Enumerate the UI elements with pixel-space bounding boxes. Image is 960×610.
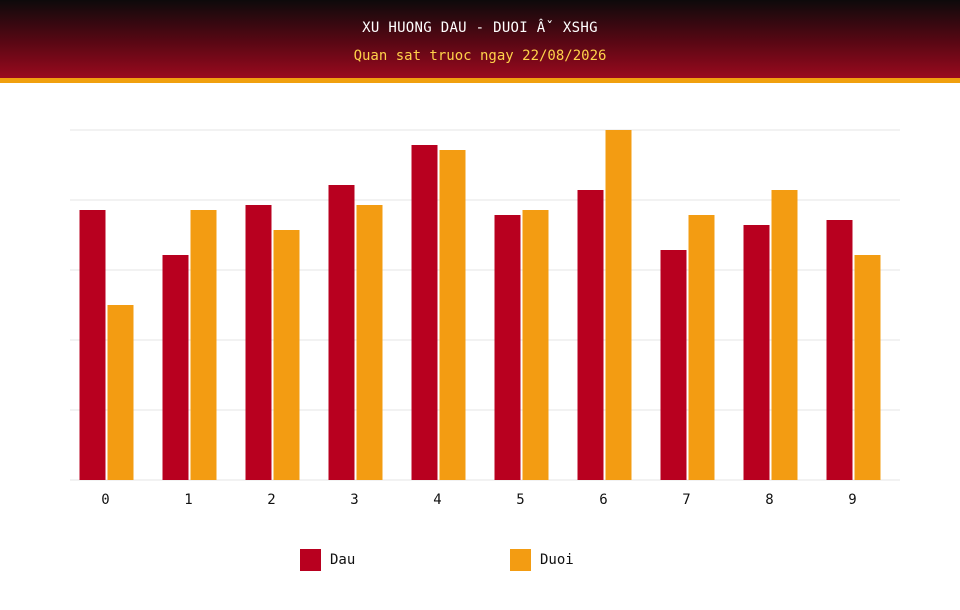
bar-dau-0[interactable]: [79, 210, 106, 480]
x-tick-label: 5: [516, 492, 524, 508]
legend-label-duoi: Duoi: [540, 552, 574, 568]
bar-chart: 0 1 2 3 4 5 6 7 8 9: [70, 129, 900, 508]
bar-dau-5[interactable]: [494, 215, 521, 480]
chart-legend: Dau Duoi: [0, 549, 960, 573]
bar-duoi-0[interactable]: [107, 305, 134, 480]
bar-dau-7[interactable]: [660, 250, 687, 480]
x-tick-label: 6: [599, 492, 607, 508]
bar-duoi-1[interactable]: [190, 210, 217, 480]
chart-subtitle: Quan sat truoc ngay 22/08/2026: [353, 48, 607, 64]
bar-duoi-4[interactable]: [439, 150, 466, 480]
x-tick-label: 2: [267, 492, 275, 508]
x-tick-label: 4: [433, 492, 441, 508]
bar-duoi-6[interactable]: [605, 130, 632, 480]
bar-dau-4[interactable]: [411, 145, 438, 480]
x-tick-label: 0: [101, 492, 109, 508]
bar-dau-1[interactable]: [162, 255, 189, 480]
x-tick-label: 1: [184, 492, 192, 508]
chart-header: XU HUONG DAU - DUOI Âˇ XSHG Quan sat tru…: [0, 0, 960, 83]
bar-duoi-2[interactable]: [273, 230, 300, 480]
bar-dau-2[interactable]: [245, 205, 272, 480]
legend-swatch-dau: [300, 549, 321, 571]
bar-duoi-5[interactable]: [522, 210, 549, 480]
chart-title: XU HUONG DAU - DUOI Âˇ XSHG: [362, 20, 598, 36]
bar-duoi-7[interactable]: [688, 215, 715, 480]
bar-dau-9[interactable]: [826, 220, 853, 480]
bar-dau-8[interactable]: [743, 225, 770, 480]
x-tick-label: 9: [848, 492, 856, 508]
bar-dau-3[interactable]: [328, 185, 355, 480]
bar-duoi-9[interactable]: [854, 255, 881, 480]
bar-dau-6[interactable]: [577, 190, 604, 480]
bar-duoi-8[interactable]: [771, 190, 798, 480]
legend-swatch-duoi: [510, 549, 531, 571]
legend-label-dau: Dau: [330, 552, 356, 568]
x-tick-label: 3: [350, 492, 358, 508]
bar-duoi-3[interactable]: [356, 205, 383, 480]
x-tick-label: 7: [682, 492, 690, 508]
x-tick-label: 8: [765, 492, 773, 508]
